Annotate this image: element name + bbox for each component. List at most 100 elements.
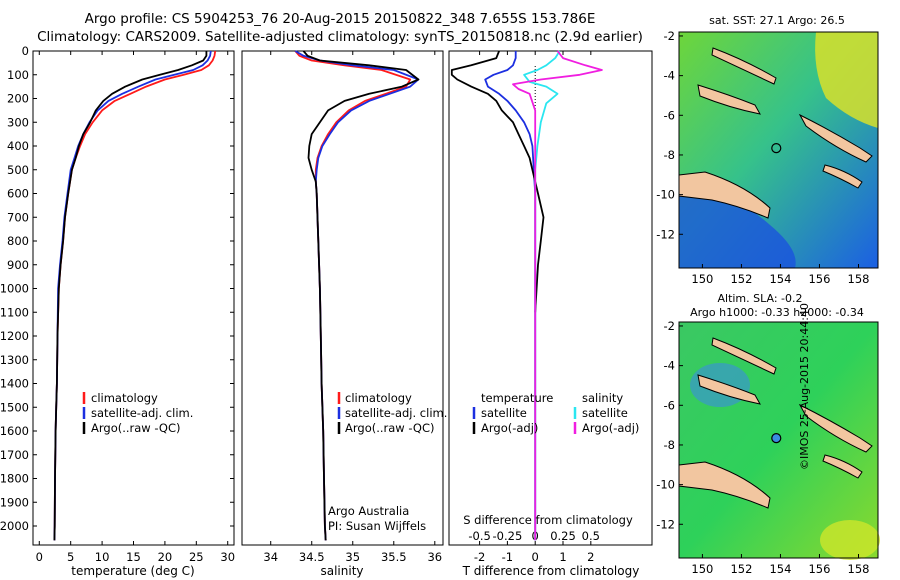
depth-tick-label: 1000 [0, 282, 29, 296]
imos-credit: ©IMOS 25-Aug-2015 20:44:40 [798, 303, 811, 470]
salinity-x-axis: 34 34.5 35 35.5 36 [263, 51, 442, 564]
s-diff-tick-label: -0.5 [468, 529, 490, 543]
difference-axes-frame [448, 50, 653, 546]
salinity-annotation-institution: Argo Australia [328, 504, 409, 518]
x-tick-label: 0 [36, 550, 43, 564]
depth-tick-label: 1100 [0, 305, 29, 319]
lat-tick-label: -8 [664, 148, 675, 162]
x-tick-label: 0 [532, 550, 539, 564]
new-britain-land [697, 84, 761, 115]
legend-argo-label: Argo(..raw -QC) [345, 421, 435, 435]
x-tick-label: 35.5 [381, 550, 407, 564]
x-tick-label: 1 [559, 550, 566, 564]
x-tick-label: 34 [263, 550, 278, 564]
new-guinea-land [678, 461, 771, 509]
lat-tick-label: -8 [664, 438, 675, 452]
depth-tick-label: 1800 [0, 472, 29, 486]
temperature-axes-frame [32, 50, 235, 546]
salinity-profiles [294, 50, 420, 541]
sla-high-patch [820, 520, 880, 560]
lon-tick-label: 154 [769, 562, 791, 576]
profile-line-argo-raw-qc- [53, 51, 208, 541]
legend-temp-argo-label: Argo(-adj) [481, 421, 538, 435]
solomon-island-land [822, 164, 863, 189]
lon-tick-label: 158 [848, 562, 870, 576]
argo-float-marker [771, 143, 782, 154]
s-diff-tick-label: 0.5 [582, 529, 600, 543]
x-tick-label: 34.5 [299, 550, 325, 564]
temperature-profiles [53, 50, 217, 541]
legend-temperature-header: temperature [481, 391, 553, 405]
sst-warm-patch [815, 32, 878, 128]
profile-line-temperature-argo-adj- [450, 50, 545, 313]
argo-float-marker [771, 433, 782, 444]
depth-tick-label: 1700 [0, 448, 29, 462]
temperature-x-axis: 0 5 10 15 20 25 30 [36, 51, 235, 564]
lon-tick-label: 152 [730, 562, 752, 576]
figure-title-line2: Climatology: CARS2009. Satellite-adjuste… [37, 29, 643, 45]
depth-tick-label: 0 [22, 44, 29, 58]
solomon-island-land [822, 454, 863, 479]
x-tick-label: 36 [427, 550, 442, 564]
salinity-axes-frame [241, 50, 444, 546]
x-tick-label: 30 [220, 550, 235, 564]
lon-tick-label: 150 [691, 562, 713, 576]
lon-tick-label: 156 [808, 272, 830, 286]
x-tick-label: 2 [587, 550, 594, 564]
difference-x-label-bottom: T difference from climatology [462, 564, 640, 578]
depth-axis: 0 100 200 300 400 500 600 700 800 900 1000 1100 1200… [0, 44, 652, 533]
profile-line-salinity-argo-adj- [512, 50, 603, 541]
depth-tick-label: 1300 [0, 353, 29, 367]
depth-tick-label: 700 [7, 210, 29, 224]
sla-map-title-line2: Argo h1000: -0.33 h2000: -0.34 [690, 306, 864, 319]
depth-tick-label: 300 [7, 115, 29, 129]
sst-map-frame [678, 31, 879, 269]
x-tick-label: 20 [158, 550, 173, 564]
legend-salinity-header: salinity [582, 391, 623, 405]
lon-tick-label: 154 [769, 272, 791, 286]
legend-climatology-label: climatology [91, 391, 158, 405]
salinity-legend: climatology satellite-adj. clim. Argo(..… [337, 391, 447, 435]
x-tick-label: -2 [474, 550, 485, 564]
sla-map-frame [678, 321, 879, 559]
figure-title-line1: Argo profile: CS 5904253_76 20-Aug-2015 … [84, 11, 596, 27]
lon-tick-label: 158 [848, 272, 870, 286]
sla-land [678, 337, 873, 509]
depth-tick-label: 1500 [0, 400, 29, 414]
lat-tick-label: -12 [656, 517, 675, 531]
sst-map-title: sat. SST: 27.1 Argo: 26.5 [709, 14, 845, 27]
sst-map: sat. SST: 27.1 Argo: 26.5 150 152 154 156 15… [656, 14, 879, 286]
sst-land [678, 47, 873, 219]
salinity-annotation-pi: PI: Susan Wijffels [328, 519, 426, 533]
depth-tick-label: 400 [7, 139, 29, 153]
depth-tick-label: 1600 [0, 424, 29, 438]
lon-tick-label: 156 [808, 562, 830, 576]
salinity-x-label: salinity [320, 564, 363, 578]
new-guinea-land [678, 171, 771, 219]
difference-profiles [450, 50, 603, 541]
x-tick-label: -1 [502, 550, 513, 564]
legend-satellite-label: satellite-adj. clim. [345, 406, 447, 420]
depth-tick-label: 800 [7, 234, 29, 248]
difference-legend: temperature salinity satellite Argo(-adj… [472, 391, 639, 435]
new-britain-land [697, 374, 761, 405]
new-ireland-land [711, 47, 777, 85]
lat-tick-label: -6 [664, 108, 675, 122]
difference-x-label-top: S difference from climatology [463, 513, 633, 527]
bougainville-land [798, 403, 873, 453]
temperature-x-label: temperature (deg C) [71, 564, 194, 578]
sla-map-axes: 150 152 154 156 158 -2 -4 -6 -8 -10 -12 [656, 319, 869, 576]
lon-tick-label: 150 [691, 272, 713, 286]
depth-tick-label: 100 [7, 68, 29, 82]
x-tick-label: 10 [95, 550, 110, 564]
x-tick-label: 25 [189, 550, 204, 564]
legend-argo-label: Argo(..raw -QC) [91, 421, 181, 435]
depth-tick-label: 600 [7, 187, 29, 201]
lat-tick-label: -12 [656, 227, 675, 241]
lat-tick-label: -6 [664, 398, 675, 412]
profile-line-argo-raw-qc- [302, 50, 420, 541]
x-tick-label: 5 [67, 550, 74, 564]
depth-tick-label: 200 [7, 92, 29, 106]
legend-climatology-label: climatology [345, 391, 412, 405]
